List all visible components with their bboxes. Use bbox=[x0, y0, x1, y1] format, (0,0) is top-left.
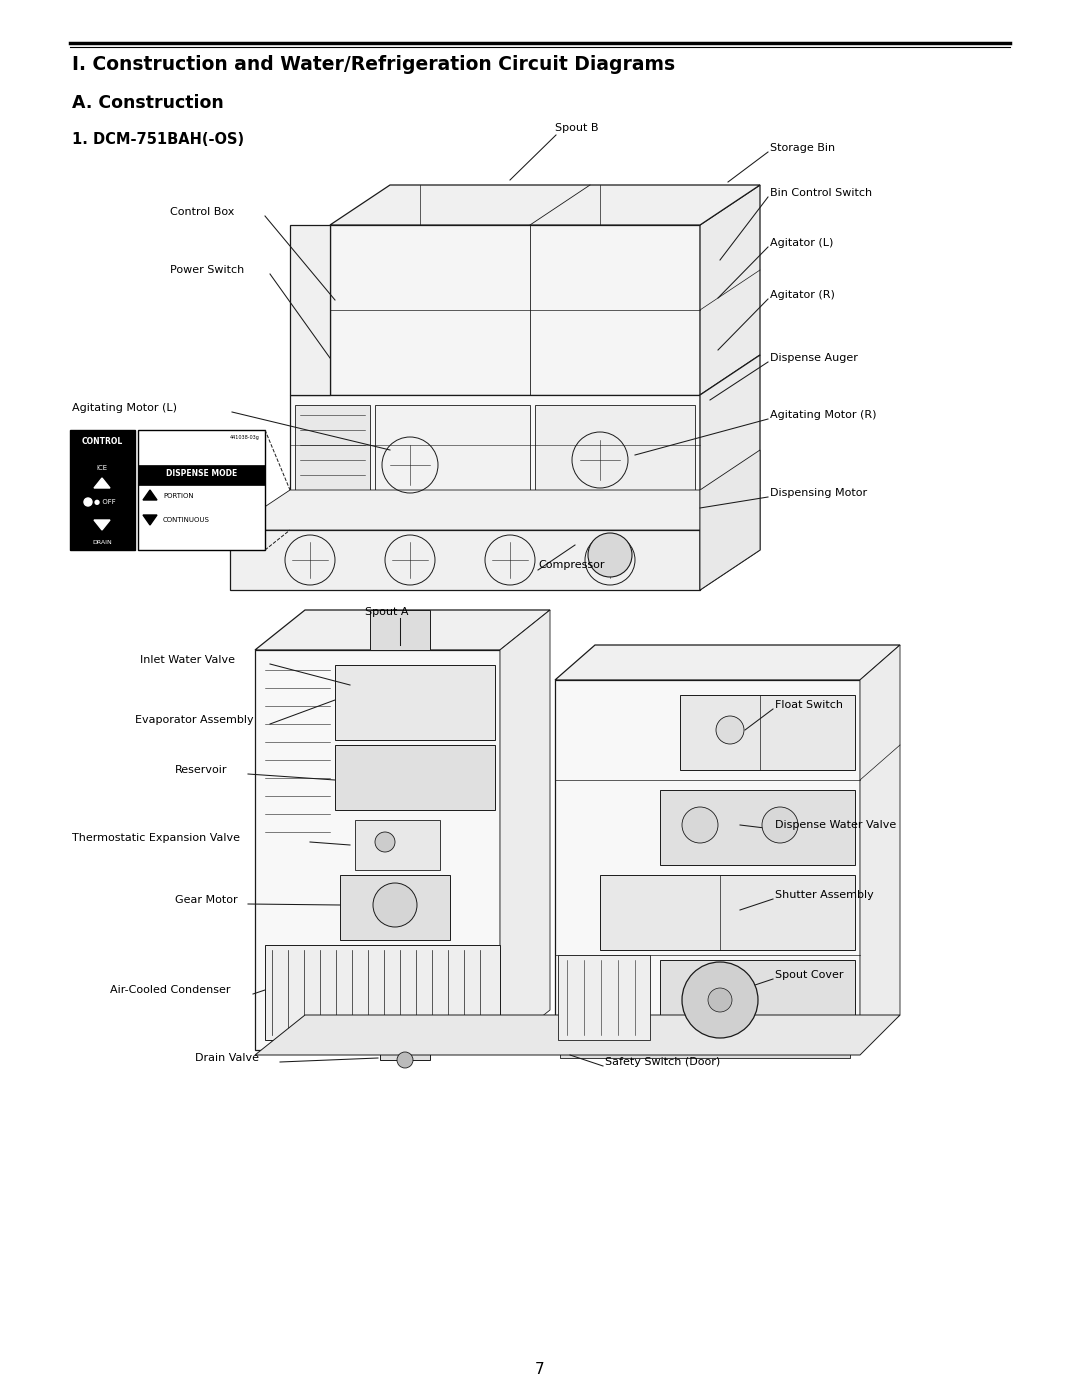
Circle shape bbox=[681, 963, 758, 1038]
Text: Spout A: Spout A bbox=[365, 608, 408, 617]
Text: Dispense Auger: Dispense Auger bbox=[770, 353, 858, 363]
Polygon shape bbox=[700, 355, 760, 529]
Text: Agitating Motor (R): Agitating Motor (R) bbox=[770, 409, 877, 420]
Polygon shape bbox=[370, 610, 430, 650]
Text: Control Box: Control Box bbox=[170, 207, 234, 217]
Polygon shape bbox=[265, 944, 500, 1039]
Text: Agitating Motor (L): Agitating Motor (L) bbox=[72, 402, 177, 414]
Text: Reservoir: Reservoir bbox=[175, 766, 228, 775]
Circle shape bbox=[762, 807, 798, 842]
Polygon shape bbox=[335, 665, 495, 740]
Text: DRAIN: DRAIN bbox=[92, 539, 112, 545]
Text: Power Switch: Power Switch bbox=[170, 265, 244, 275]
Text: Spout B: Spout B bbox=[555, 123, 598, 133]
Text: Shutter Assembly: Shutter Assembly bbox=[775, 890, 874, 900]
Polygon shape bbox=[555, 645, 900, 680]
Text: Agitator (R): Agitator (R) bbox=[770, 291, 835, 300]
Polygon shape bbox=[94, 520, 110, 529]
Text: Spout Cover: Spout Cover bbox=[775, 970, 843, 981]
Polygon shape bbox=[680, 694, 855, 770]
Polygon shape bbox=[700, 450, 760, 590]
Polygon shape bbox=[143, 490, 157, 500]
Polygon shape bbox=[600, 875, 855, 950]
Polygon shape bbox=[375, 405, 530, 525]
Text: Air-Cooled Condenser: Air-Cooled Condenser bbox=[110, 985, 230, 995]
Circle shape bbox=[373, 883, 417, 928]
Polygon shape bbox=[535, 405, 696, 525]
Polygon shape bbox=[70, 430, 135, 550]
Text: Gear Motor: Gear Motor bbox=[175, 895, 238, 905]
Text: Storage Bin: Storage Bin bbox=[770, 142, 835, 154]
Polygon shape bbox=[700, 490, 760, 590]
Polygon shape bbox=[700, 184, 760, 395]
Circle shape bbox=[681, 807, 718, 842]
Polygon shape bbox=[561, 1048, 850, 1058]
Polygon shape bbox=[380, 1048, 430, 1060]
Text: Float Switch: Float Switch bbox=[775, 700, 843, 710]
Text: Evaporator Assembly: Evaporator Assembly bbox=[135, 715, 254, 725]
Polygon shape bbox=[143, 515, 157, 525]
Polygon shape bbox=[230, 529, 700, 590]
Polygon shape bbox=[255, 610, 550, 650]
Polygon shape bbox=[558, 956, 650, 1039]
Polygon shape bbox=[660, 789, 855, 865]
Polygon shape bbox=[138, 465, 265, 485]
Circle shape bbox=[716, 717, 744, 745]
Text: 1. DCM-751BAH(-OS): 1. DCM-751BAH(-OS) bbox=[72, 133, 244, 148]
Polygon shape bbox=[330, 184, 760, 225]
Text: Dispensing Motor: Dispensing Motor bbox=[770, 488, 867, 497]
Text: Inlet Water Valve: Inlet Water Valve bbox=[140, 655, 235, 665]
Text: CONTINUOUS: CONTINUOUS bbox=[163, 517, 210, 522]
Text: DISPENSE MODE: DISPENSE MODE bbox=[166, 469, 238, 479]
Text: ICE: ICE bbox=[96, 465, 108, 471]
Text: 441038-03g: 441038-03g bbox=[230, 436, 260, 440]
Polygon shape bbox=[860, 645, 900, 1051]
Text: Agitator (L): Agitator (L) bbox=[770, 237, 834, 249]
Polygon shape bbox=[94, 478, 110, 488]
Circle shape bbox=[588, 534, 632, 577]
Text: Compressor: Compressor bbox=[538, 560, 605, 570]
Circle shape bbox=[397, 1052, 413, 1067]
Circle shape bbox=[375, 833, 395, 852]
Text: Dispense Water Valve: Dispense Water Valve bbox=[775, 820, 896, 830]
Text: A. Construction: A. Construction bbox=[72, 94, 224, 112]
Text: Safety Switch (Door): Safety Switch (Door) bbox=[605, 1058, 720, 1067]
Polygon shape bbox=[138, 430, 265, 550]
Polygon shape bbox=[500, 610, 550, 1051]
Polygon shape bbox=[340, 875, 450, 940]
Polygon shape bbox=[230, 490, 700, 529]
Polygon shape bbox=[255, 1016, 900, 1055]
Text: Drain Valve: Drain Valve bbox=[195, 1053, 259, 1063]
Text: Bin Control Switch: Bin Control Switch bbox=[770, 189, 873, 198]
Polygon shape bbox=[291, 225, 330, 395]
Text: 7: 7 bbox=[536, 1362, 544, 1377]
Text: I. Construction and Water/Refrigeration Circuit Diagrams: I. Construction and Water/Refrigeration … bbox=[72, 56, 675, 74]
Polygon shape bbox=[295, 405, 370, 525]
Circle shape bbox=[84, 497, 92, 506]
Text: CONTROL: CONTROL bbox=[81, 437, 123, 447]
Circle shape bbox=[708, 988, 732, 1011]
Polygon shape bbox=[660, 960, 855, 1039]
Polygon shape bbox=[355, 820, 440, 870]
Text: PORTION: PORTION bbox=[163, 493, 193, 499]
Polygon shape bbox=[335, 745, 495, 810]
Text: ● OFF: ● OFF bbox=[94, 499, 116, 504]
Polygon shape bbox=[555, 680, 860, 1051]
Polygon shape bbox=[330, 225, 700, 395]
Text: Thermostatic Expansion Valve: Thermostatic Expansion Valve bbox=[72, 833, 240, 842]
Polygon shape bbox=[291, 395, 700, 529]
Polygon shape bbox=[255, 650, 500, 1051]
